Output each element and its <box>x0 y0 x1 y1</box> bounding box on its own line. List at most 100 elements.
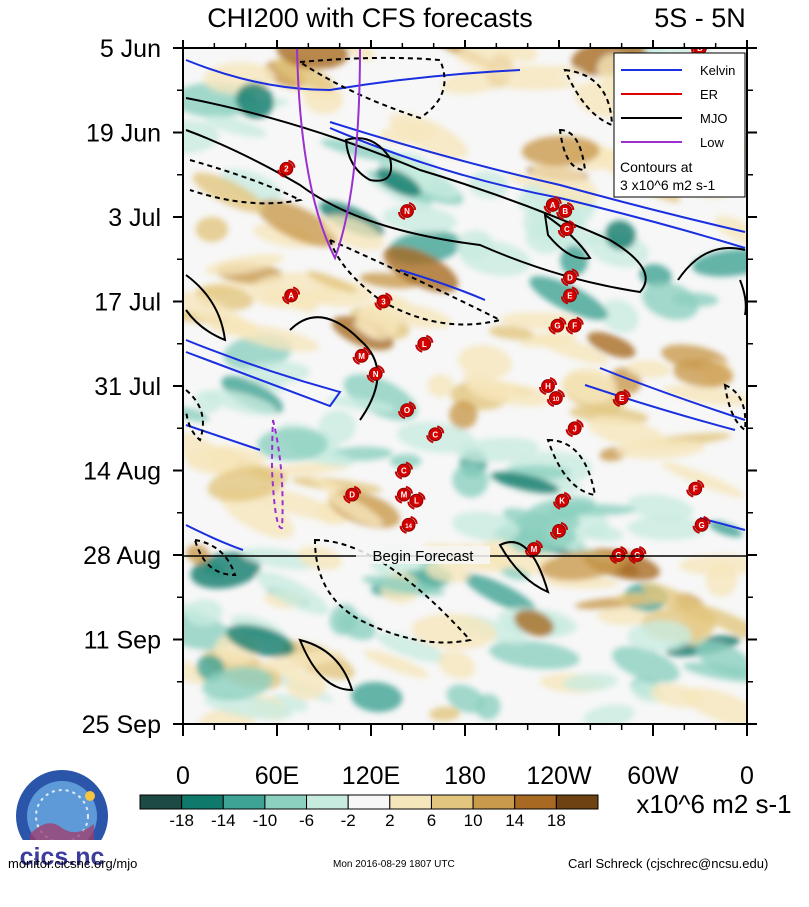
kelvin-contour <box>185 339 342 408</box>
logo-dotted-ring <box>35 789 89 843</box>
storm-marker-arm <box>398 211 406 220</box>
storm-marker-arm <box>557 230 566 239</box>
storm-marker-label: C <box>564 225 570 234</box>
anomaly-blob <box>320 139 402 162</box>
storm-marker-arm <box>628 555 636 564</box>
storm-marker-arm <box>560 278 569 287</box>
y-tick-label: 5 Jun <box>100 35 161 63</box>
chart-title: CHI200 with CFS forecasts <box>207 3 533 33</box>
footer-url: monitor.cicsnc.org/mjo <box>8 856 138 871</box>
colorbar-swatch <box>139 794 183 810</box>
storm-marker-arm <box>277 169 285 178</box>
anomaly-blob <box>256 571 329 615</box>
storm-marker-label: B <box>562 207 568 216</box>
low-contour-dashed <box>270 419 284 529</box>
footer-author: Carl Schreck (cjschrec@ncsu.edu) <box>568 856 769 871</box>
axes: 5 Jun 19 Jun 3 Jul 17 Jul 31 Jul 14 Aug 28 Aug… <box>82 35 757 790</box>
mjo-contour <box>344 137 392 182</box>
mjo-contour <box>677 247 746 281</box>
storm-marker-label: D <box>567 273 573 282</box>
mjo-contour-dashed <box>189 159 304 205</box>
anomaly-blob <box>458 344 512 380</box>
storm-marker-arm <box>692 525 700 534</box>
storm-marker-label: C <box>401 467 407 476</box>
storm-marker: B <box>556 202 575 220</box>
storm-marker-label: 3 <box>381 298 386 307</box>
anomaly-blob <box>220 168 283 202</box>
colorbar-swatch <box>181 794 224 810</box>
legend-note-line1: Contours at <box>620 159 692 175</box>
anomaly-blob <box>297 546 343 570</box>
anomaly-blob <box>446 684 486 714</box>
storm-marker-arm <box>436 425 445 434</box>
storm-marker-arm <box>568 220 576 229</box>
mjo-contour <box>498 541 550 594</box>
storm-marker-arm <box>686 489 694 498</box>
kelvin-contour <box>329 121 746 233</box>
storm-marker-disc <box>558 204 573 218</box>
anomaly-blob <box>183 406 209 422</box>
anomaly-blob <box>683 687 747 724</box>
anomaly-blob <box>383 246 459 293</box>
anomaly-blob <box>468 171 509 199</box>
storm-marker-arm <box>556 211 564 220</box>
storm-marker: N <box>398 202 417 220</box>
storm-marker-arm <box>394 495 403 504</box>
storm-marker-arm <box>374 302 382 311</box>
storm-marker-label: M <box>358 352 365 361</box>
storm-marker-arm <box>571 286 579 295</box>
anomaly-blob <box>192 172 265 213</box>
y-tick-label: 17 Jul <box>94 289 161 317</box>
storm-marker-label: A <box>550 201 556 210</box>
anomaly-blob <box>708 520 743 538</box>
storm-marker-arm <box>576 419 584 428</box>
anomaly-blob <box>343 374 418 421</box>
storm-marker-disc <box>400 204 414 218</box>
storm-marker-arm <box>571 268 579 277</box>
forecast-label-bg <box>356 546 490 564</box>
storm-marker-disc <box>630 548 645 562</box>
kelvin-contour <box>185 524 244 551</box>
anomaly-blob <box>323 215 384 251</box>
anomaly-blob <box>202 667 273 701</box>
anomaly-blob <box>376 632 447 663</box>
anomaly-blob <box>692 249 747 277</box>
colorbar-label: -6 <box>299 811 314 830</box>
storm-marker: C <box>426 425 445 444</box>
storm-marker-arm <box>366 374 375 383</box>
storm-marker-arm <box>612 399 621 408</box>
storm-marker-arm <box>696 479 705 488</box>
anomaly-blob <box>285 671 327 700</box>
x-tick-label: 120W <box>526 762 592 790</box>
storm-marker-disc <box>417 336 432 351</box>
storm-marker-label: F <box>572 322 577 331</box>
storm-marker: K <box>553 491 572 510</box>
anomaly-blob <box>490 471 560 494</box>
storm-marker-disc <box>559 222 574 236</box>
anomaly-blob <box>627 516 707 540</box>
storm-marker-disc <box>545 198 560 212</box>
x-tick-label: 60E <box>255 762 299 790</box>
mjo-contour <box>298 638 354 692</box>
y-tick-label: 14 Aug <box>83 458 161 486</box>
anomaly-blob <box>585 525 624 542</box>
x-tick-label: 0 <box>176 762 190 790</box>
y-tick-label: 11 Sep <box>84 627 161 655</box>
storm-marker-arm <box>609 555 617 564</box>
chart-region: 5S - 5N <box>654 3 746 33</box>
storm-marker-disc <box>368 367 383 381</box>
anomaly-blob <box>258 650 344 670</box>
anomaly-blob <box>263 461 351 477</box>
storm-marker: F <box>686 479 705 498</box>
storm-marker-arm <box>352 356 360 365</box>
storm-marker-arm <box>425 334 434 343</box>
storm-marker-disc <box>396 487 411 502</box>
anomaly-blob <box>235 82 275 119</box>
anomaly-blob <box>427 374 454 398</box>
anomaly-blob <box>332 316 394 351</box>
anomaly-blob <box>452 511 520 542</box>
storm-marker-arm <box>563 491 572 500</box>
kelvin-contour <box>599 367 746 421</box>
y-tick-label: 25 Sep <box>82 711 161 739</box>
anomaly-blob <box>494 48 538 62</box>
